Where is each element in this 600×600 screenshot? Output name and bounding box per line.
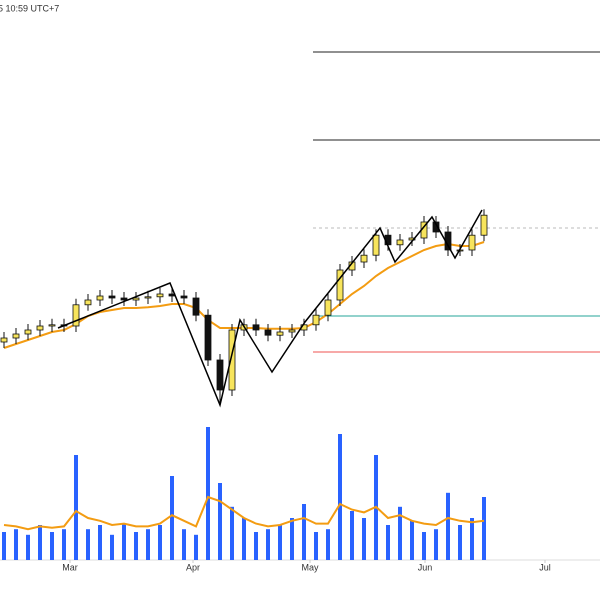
candle-body — [432, 221, 440, 233]
candle-body — [408, 237, 416, 241]
volume-bar — [302, 504, 306, 560]
volume-bar — [314, 532, 318, 560]
zigzag-line — [57, 209, 483, 408]
volume-bar — [62, 529, 66, 560]
candle-body — [468, 234, 476, 251]
candle-body — [276, 331, 284, 336]
candle-body — [108, 295, 116, 299]
candle-body — [480, 214, 488, 236]
x-tick-label: May — [301, 562, 319, 572]
volume-bar — [14, 529, 18, 560]
candle-body — [360, 254, 368, 263]
volume-bar — [470, 518, 474, 560]
volume-bar — [266, 529, 270, 560]
volume-bar — [338, 434, 342, 560]
candle-body — [84, 299, 92, 306]
candle-body — [324, 299, 332, 316]
candle-body — [312, 314, 320, 326]
volume-bar — [74, 455, 78, 560]
x-tick-label: Mar — [62, 562, 78, 572]
volume-bar — [182, 529, 186, 560]
candle-body — [24, 329, 32, 335]
candle-body — [72, 304, 80, 327]
candle-body — [372, 234, 380, 256]
candle-body — [252, 324, 260, 331]
volume-bar — [482, 497, 486, 560]
volume-bar — [158, 525, 162, 560]
volume-bar — [122, 523, 126, 560]
candle-body — [120, 297, 128, 301]
candle-body — [180, 295, 188, 299]
candle-body — [228, 329, 236, 391]
volume-bar — [230, 506, 234, 560]
candle-body — [288, 329, 296, 333]
volume-bar — [254, 532, 258, 560]
candle-body — [36, 325, 44, 331]
candle-body — [96, 295, 104, 301]
candle-body — [48, 324, 56, 327]
candle-body — [0, 337, 8, 343]
chart-title: 5 10:59 UTC+7 — [0, 3, 59, 13]
volume-bar — [86, 529, 90, 560]
volume-bar — [386, 525, 390, 560]
candle-body — [204, 314, 212, 361]
volume-bar — [398, 506, 402, 560]
candle-body — [12, 333, 20, 339]
candle-body — [264, 329, 272, 336]
candle-body — [144, 296, 152, 299]
volume-bar — [290, 518, 294, 560]
volume-bar — [218, 483, 222, 560]
candle-body — [132, 297, 140, 301]
volume-bar — [26, 534, 30, 560]
candle-body — [336, 269, 344, 301]
volume-bar — [422, 532, 426, 560]
volume-bar — [50, 532, 54, 560]
volume-bar — [146, 529, 150, 560]
volume-bar — [38, 525, 42, 560]
volume-bar — [98, 525, 102, 560]
candle-body — [156, 293, 164, 298]
volume-bar — [194, 534, 198, 560]
volume-bar — [2, 532, 6, 560]
volume-bar — [458, 525, 462, 560]
x-tick-label: Jun — [418, 562, 433, 572]
volume-bar — [350, 511, 354, 560]
volume-ma-line — [3, 495, 485, 531]
volume-bar — [170, 476, 174, 560]
x-tick-label: Jul — [539, 562, 551, 572]
volume-bar — [134, 532, 138, 560]
volume-bar — [434, 529, 438, 560]
volume-bar — [110, 534, 114, 560]
volume-bar — [278, 525, 282, 560]
volume-bar — [206, 427, 210, 560]
volume-bar — [326, 529, 330, 560]
volume-bar — [446, 492, 450, 560]
volume-bar — [362, 518, 366, 560]
volume-bar — [410, 520, 414, 560]
x-tick-label: Apr — [186, 562, 200, 572]
candle-body — [216, 359, 224, 391]
candle-body — [192, 297, 200, 316]
volume-bar — [242, 518, 246, 560]
candle-body — [396, 239, 404, 246]
